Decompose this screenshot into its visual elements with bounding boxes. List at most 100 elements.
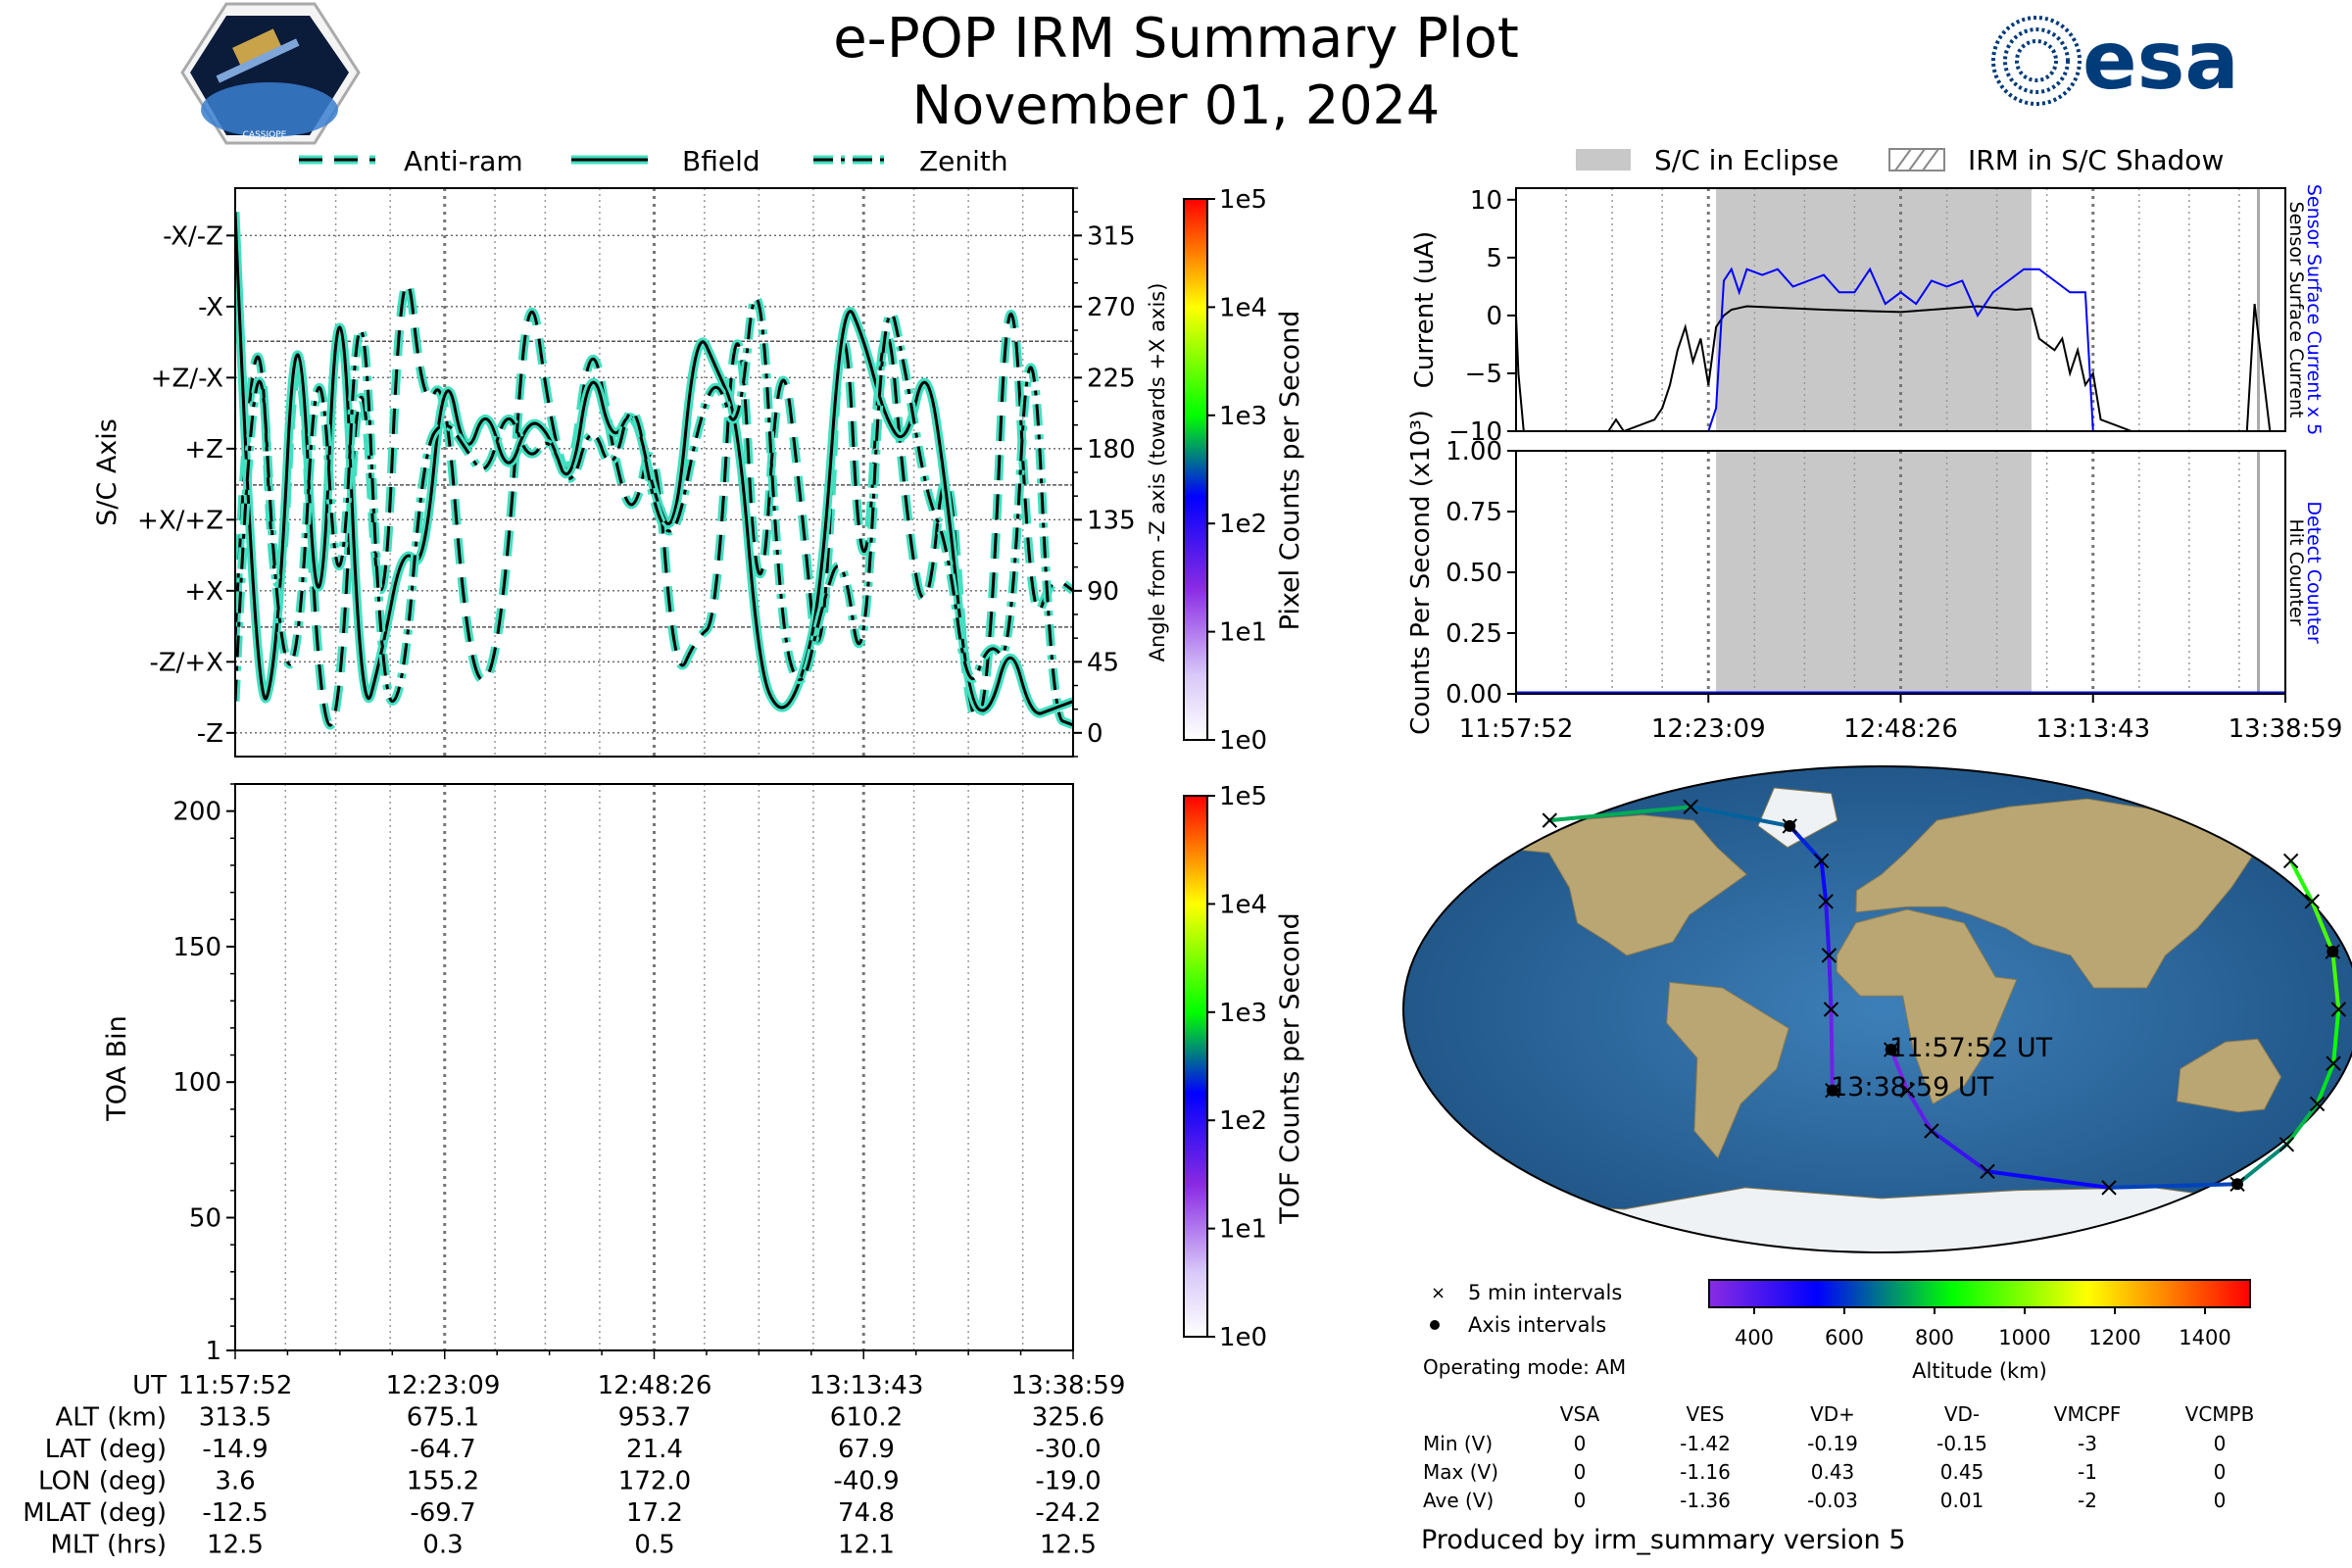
voltage-cell: 0 (2214, 1432, 2227, 1455)
operating-mode: Operating mode: AM (1423, 1355, 1626, 1379)
voltage-table: VSA VES VD+ VD- VMCPF VCMPB Min (V) 0 -1.42 -0.19… (1423, 1402, 2254, 1512)
attitude-angle-tick-label: 270 (1087, 293, 1136, 322)
legend-axis: Axis intervals (1468, 1313, 1606, 1337)
voltage-cell: -0.19 (1807, 1432, 1858, 1455)
land-north-america (1492, 814, 1747, 956)
voltage-cell: -1.16 (1680, 1460, 1731, 1484)
colorbar-tick-label: 1e0 (1219, 726, 1267, 756)
voltage-cell: -1.42 (1680, 1432, 1731, 1455)
attitude-ylabel-right: Angle from -Z axis (towards +X axis) (1146, 283, 1169, 662)
time-axis-labels: 11:57:52 12:23:09 12:48:26 13:13:43 13:38:59 (1459, 694, 2342, 744)
track-axis-marker (2327, 946, 2339, 958)
attitude-angle-tick-label: 90 (1087, 577, 1119, 607)
voltage-cell: -0.03 (1807, 1489, 1858, 1512)
orbit-cell: -40.9 (833, 1467, 899, 1496)
attitude-lines (235, 212, 1073, 730)
start-time-label: 11:57:52 UT (1889, 1033, 2053, 1063)
orbit-cell: 12.1 (838, 1531, 895, 1560)
colorbar-tick-label: 1e5 (1219, 782, 1267, 811)
orbit-row-label: MLAT (deg) (23, 1498, 167, 1528)
time-tick-label: 11:57:52 (1459, 714, 1574, 744)
current-tick-label: −10 (1448, 417, 1502, 447)
tof-colorbar: 1e0 1e1 1e2 1e3 1e4 1e5 TOF Counts per Second (1183, 782, 1305, 1352)
orbit-row-label: ALT (km) (55, 1403, 167, 1433)
orbit-cell: 12.5 (1040, 1531, 1097, 1560)
legend-zenith: Zenith (919, 145, 1008, 177)
attitude-right-ticks: 315 270 225 180 135 90 45 0 (1073, 187, 1136, 758)
track-segment (2107, 1182, 2240, 1190)
altitude-colorbar-label: Altitude (km) (1912, 1359, 2047, 1383)
legend-anti-ram: Anti-ram (404, 145, 523, 177)
current-tick-label: −5 (1465, 360, 1502, 389)
voltage-row-label: Max (V) (1423, 1460, 1498, 1484)
current-ylabel-right-2: Sensor Surface Current (2285, 202, 2307, 418)
track-segment (2284, 1102, 2320, 1147)
track-5min-marker (2304, 894, 2320, 909)
cassiope-logo-text: CASSIOPE (243, 130, 287, 140)
voltage-cell: 0.01 (1940, 1489, 1984, 1512)
track-5min-marker (1818, 894, 1834, 909)
track-axis-marker (1826, 1084, 1838, 1097)
current-ylabel: Current (uA) (1410, 231, 1440, 388)
counts-tick-label: 0.00 (1446, 680, 1502, 710)
figure-title: e-POP IRM Summary Plot (833, 7, 1519, 71)
altitude-tick-label: 1200 (2088, 1326, 2140, 1349)
current-panel: 10 5 0 −5 −10 Current (uA) Sensor Surface Cu… (1410, 184, 2325, 447)
orbit-cell: 21.4 (626, 1435, 683, 1464)
counts-tick-label: 0.25 (1446, 619, 1502, 649)
esa-logo-text: esa (2082, 15, 2239, 108)
track-5min-marker (1899, 1082, 1916, 1099)
land-africa (1836, 908, 2018, 1105)
current-tick-label: 0 (1486, 302, 1502, 331)
voltage-column-header: VCMPB (2185, 1402, 2255, 1426)
figure-date: November 01, 2024 (912, 74, 1441, 136)
voltage-cell: 0 (2214, 1489, 2227, 1512)
pixel-colorbar-label: Pixel Counts per Second (1275, 311, 1305, 631)
current-lines (1516, 267, 2285, 431)
track-5min-marker (1924, 1123, 1939, 1139)
attitude-series-zenith (235, 297, 1073, 727)
orbit-cell: 3.6 (215, 1467, 255, 1496)
voltage-cell: -1 (2078, 1460, 2097, 1484)
orbit-cell: 313.5 (199, 1403, 271, 1433)
orbit-cell: 0.5 (634, 1531, 674, 1560)
track-5min-marker (2278, 1137, 2295, 1152)
orbit-cell: 74.8 (838, 1498, 895, 1528)
colorbar-tick-label: 1e4 (1219, 890, 1267, 919)
altitude-tick-label: 800 (1915, 1326, 1954, 1349)
track-5min-marker (1542, 812, 1558, 828)
voltage-row-label: Min (V) (1423, 1432, 1493, 1455)
attitude-ylabel: S/C Axis (92, 418, 122, 526)
orbit-cell: 953.7 (618, 1403, 691, 1433)
attitude-angle-tick-label: 45 (1087, 648, 1119, 677)
orbit-cell: -30.0 (1035, 1435, 1101, 1464)
track-5min-marker (1683, 799, 1698, 815)
svg-text:×: × (1431, 1283, 1446, 1303)
toa-tick-label: 100 (172, 1068, 221, 1098)
orbit-cell: 610.2 (830, 1403, 903, 1433)
voltage-column-header: VMCPF (2054, 1402, 2121, 1426)
voltage-cell: 0 (1574, 1489, 1587, 1512)
voltage-column-header: VD+ (1810, 1402, 1855, 1426)
altitude-tick-label: 1400 (2179, 1326, 2230, 1349)
time-tick-label: 13:13:43 (2035, 714, 2150, 744)
orbit-row-label: LAT (deg) (45, 1435, 167, 1464)
attitude-series-anti-ram (235, 282, 1073, 727)
track-segment (1827, 953, 1834, 1011)
colorbar-tick-label: 1e3 (1219, 402, 1267, 431)
end-time-label: 13:38:59 UT (1831, 1072, 1994, 1102)
track-segment (2235, 1142, 2289, 1187)
time-tick-label: 12:23:09 (1651, 714, 1766, 744)
counts-ticks: 1.00 0.75 0.50 0.25 0.00 (1446, 437, 1516, 710)
counts-ylabel: Counts Per Second (x10³) (1406, 410, 1436, 735)
attitude-axis-tick-label: +X (184, 577, 223, 607)
legend-5min: 5 min intervals (1468, 1281, 1622, 1304)
toa-tick-label: 150 (172, 933, 221, 962)
track-axis-marker (1885, 1044, 1897, 1056)
orbit-cell: 12:23:09 (386, 1371, 501, 1400)
track-5min-marker (2330, 1002, 2347, 1017)
current-series (1707, 267, 2094, 431)
tof-colorbar-label: TOF Counts per Second (1275, 912, 1305, 1225)
